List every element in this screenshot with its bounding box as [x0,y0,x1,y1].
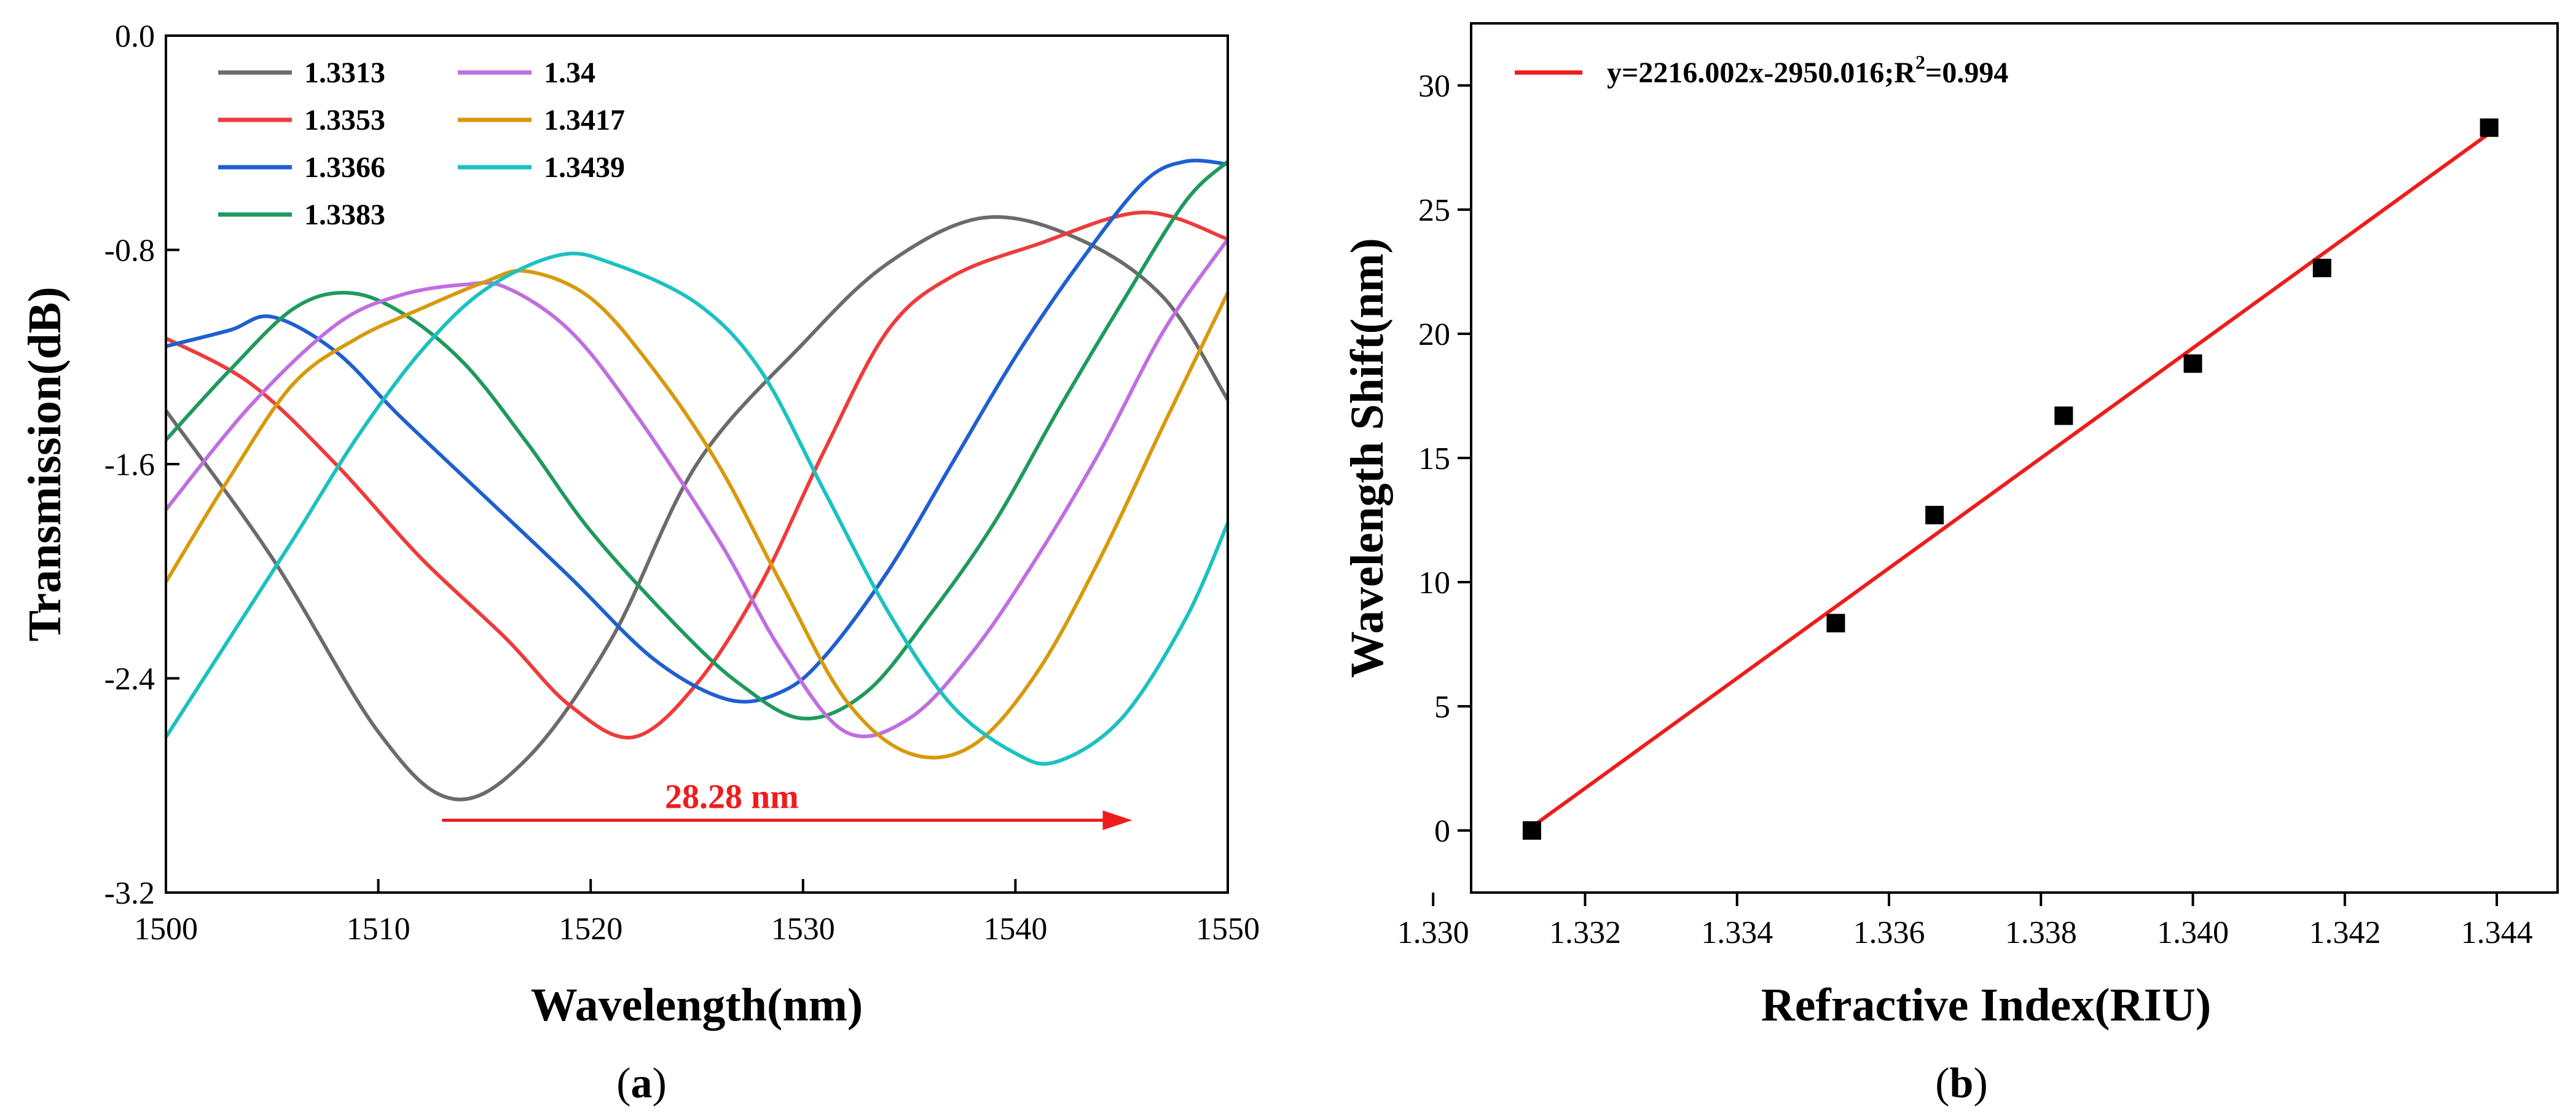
series-line-1-3383 [164,160,1230,720]
panel-a-x-axis-title: Wavelength(nm) [531,979,863,1031]
panel-b-data-points [1522,118,2499,840]
data-point [1826,613,1845,633]
panel-b-y-axis-title: Wavelength Shift(nm) [1341,238,1393,678]
fit-legend-label: y=2216.002x-2950.016;R2=0.994 [1607,51,2008,89]
y-tick-label: 5 [1434,690,1450,725]
x-tick-label: 1.336 [1853,915,1925,950]
shift-arrow-head [1102,810,1133,830]
y-tick-label: 15 [1418,441,1450,476]
legend-label-1-3366: 1.3366 [304,151,385,184]
panel-b-x-axis-title: Refractive Index(RIU) [1761,979,2211,1031]
x-tick-label: 1.340 [2157,915,2229,950]
series-line-1-3353 [165,210,1228,739]
panel-a-legend: 1.3313 1.3353 1.3366 1.3383 1.34 1.3417 1.3439 [218,57,625,231]
data-point [1522,821,1541,840]
panel-b-ticks: 1.330 1.332 1.334 1.336 1.338 1.340 1.342 1.344… [1397,69,2533,950]
data-point [2480,118,2499,137]
series-line-1-34 [164,238,1230,739]
data-point [2312,258,2331,277]
legend-label-1-3417: 1.3417 [544,104,625,136]
series-line-1-3439 [164,251,1230,766]
y-tick-label: -3.2 [104,876,155,911]
x-tick-label: 1550 [1196,912,1260,947]
panel-a-transmission-chart: 1500 1510 1520 1530 1540 1550 0.0 -0.8 -1.6 -2.4 -… [19,19,1260,1107]
panel-a-shift-annotation: 28.28 nm [442,778,1133,830]
panel-b-sensitivity-chart: 1.330 1.332 1.334 1.336 1.338 1.340 1.342 1.344… [1341,22,2559,1107]
x-tick-label: 1.334 [1701,915,1773,950]
x-tick-label: 1.332 [1549,915,1621,950]
panel-a-y-axis-title: Transmission(dB) [19,286,71,641]
legend-label-1-3313: 1.3313 [304,57,385,89]
x-tick-label: 1510 [347,912,410,947]
x-tick-label: 1530 [771,912,835,947]
y-tick-label: 25 [1418,193,1450,228]
panel-b-label: (b) [1935,1060,1988,1107]
legend-label-1-3353: 1.3353 [304,104,385,136]
y-tick-label: 0 [1434,814,1450,849]
x-tick-label: 1.342 [2309,915,2381,950]
panel-a-ticks: 1500 1510 1520 1530 1540 1550 0.0 -0.8 -1.6 -2.4 -… [104,19,1260,947]
series-line-1-3313 [164,215,1230,802]
panel-b-legend: y=2216.002x-2950.016;R2=0.994 [1515,51,2008,89]
legend-label-1-34: 1.34 [544,57,595,89]
x-tick-label: 1.330 [1397,915,1469,950]
x-tick-label: 1.338 [2005,915,2077,950]
x-tick-label: 1.344 [2461,915,2533,950]
y-tick-label: -0.8 [104,234,155,269]
legend-label-1-3383: 1.3383 [304,199,385,231]
y-tick-label: -1.6 [104,448,155,483]
y-tick-label: 30 [1418,69,1450,104]
y-tick-label: 10 [1418,566,1450,601]
data-point [1925,505,1944,524]
linear-fit-line [1531,132,2491,829]
series-line-1-3366 [165,159,1228,704]
shift-annotation-label: 28.28 nm [665,778,799,816]
x-tick-label: 1500 [134,912,198,947]
y-tick-label: 20 [1418,317,1450,352]
panel-a-series-group [164,159,1230,802]
series-line-1-3417 [164,269,1230,760]
y-tick-label: 0.0 [115,19,155,54]
x-tick-label: 1540 [983,912,1047,947]
legend-label-1-3439: 1.3439 [544,151,625,184]
data-point [2054,406,2073,425]
panel-a-label: (a) [616,1060,667,1107]
y-tick-label: -2.4 [104,662,155,697]
x-tick-label: 1520 [559,912,622,947]
data-point [2183,354,2202,373]
panel-b-plot-frame [1470,22,2559,894]
